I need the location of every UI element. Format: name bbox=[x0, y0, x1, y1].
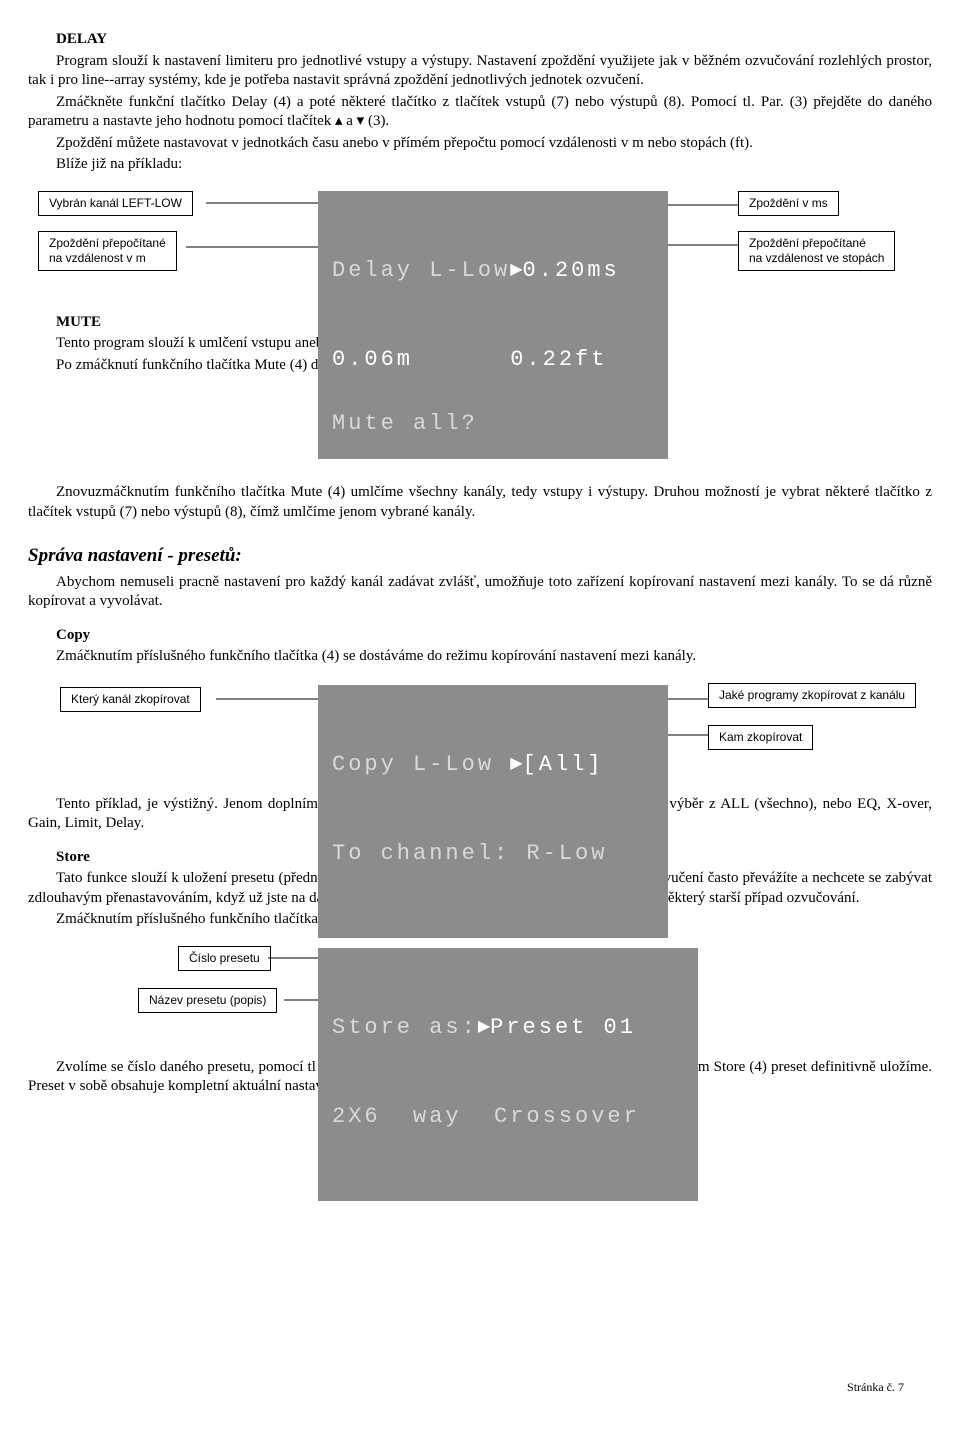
triangle-right-icon: ▶ bbox=[510, 261, 522, 279]
delay-lcd-1a: Delay L-Low bbox=[332, 258, 510, 283]
delay-p4: Blíže již na příkladu: bbox=[28, 155, 932, 175]
delay-callout-bl: Zpoždění přepočítané na vzdálenost v m bbox=[38, 231, 177, 271]
store-lcd-2: 2X6 way Crossover bbox=[332, 1102, 684, 1132]
presets-p1: Abychom nemuseli pracně nastavení pro ka… bbox=[28, 573, 932, 612]
delay-p1: Program slouží k nastavení limiteru pro … bbox=[28, 52, 932, 91]
page-footer: Stránka č. 7 bbox=[847, 1380, 904, 1396]
delay-p3: Zpoždění můžete nastavovat v jednotkách … bbox=[28, 134, 932, 154]
delay-p2: Zmáčkněte funkční tlačítko Delay (4) a p… bbox=[28, 93, 932, 132]
copy-callout-tr: Jaké programy zkopírovat z kanálu bbox=[708, 683, 916, 708]
copy-lcd-1b: [All] bbox=[523, 752, 604, 777]
mute-diagram: Mute all? bbox=[28, 385, 932, 465]
mute-p3: Znovuzmáčknutím funkčního tlačítka Mute … bbox=[28, 483, 932, 522]
delay-lcd-2a: 0.06m bbox=[332, 347, 413, 372]
delay-callout-br: Zpoždění přepočítané na vzdálenost ve st… bbox=[738, 231, 895, 271]
copy-p1: Zmáčknutím příslušného funkčního tlačítk… bbox=[28, 647, 932, 667]
store-callout-tl: Číslo presetu bbox=[178, 946, 271, 971]
copy-callout-br: Kam zkopírovat bbox=[708, 725, 813, 750]
delay-callout-tl: Vybrán kanál LEFT-LOW bbox=[38, 191, 193, 216]
copy-lcd: Copy L-Low ▶[All] To channel: R-Low bbox=[318, 685, 668, 939]
delay-diagram: Vybrán kanál LEFT-LOW Zpoždění přepočíta… bbox=[28, 185, 932, 295]
store-lcd-1b: Preset 01 bbox=[490, 1015, 636, 1040]
store-lcd-1a: Store as: bbox=[332, 1015, 478, 1040]
copy-lcd-1a: Copy L-Low bbox=[332, 752, 510, 777]
copy-callout-l: Který kanál zkopírovat bbox=[60, 687, 201, 712]
store-diagram: Číslo presetu Název presetu (popis) Stor… bbox=[28, 940, 932, 1040]
delay-callout-tr: Zpoždění v ms bbox=[738, 191, 839, 216]
store-callout-bl: Název presetu (popis) bbox=[138, 988, 277, 1013]
delay-lcd-1b: 0.20ms bbox=[523, 258, 620, 283]
triangle-right-icon: ▶ bbox=[478, 1018, 490, 1036]
delay-lcd-2b: 0.22ft bbox=[510, 347, 607, 372]
copy-lcd-2: To channel: R-Low bbox=[332, 839, 654, 869]
mute-lcd: Mute all? bbox=[332, 409, 478, 439]
delay-title: DELAY bbox=[28, 30, 932, 50]
copy-diagram: Který kanál zkopírovat Copy L-Low ▶[All]… bbox=[28, 677, 932, 777]
copy-title: Copy bbox=[28, 626, 932, 646]
store-lcd: Store as:▶Preset 01 2X6 way Crossover bbox=[318, 948, 698, 1202]
page: DELAY Program slouží k nastavení limiter… bbox=[28, 30, 932, 1410]
presets-title: Správa nastavení - presetů: bbox=[28, 544, 932, 569]
triangle-right-icon: ▶ bbox=[510, 755, 522, 773]
